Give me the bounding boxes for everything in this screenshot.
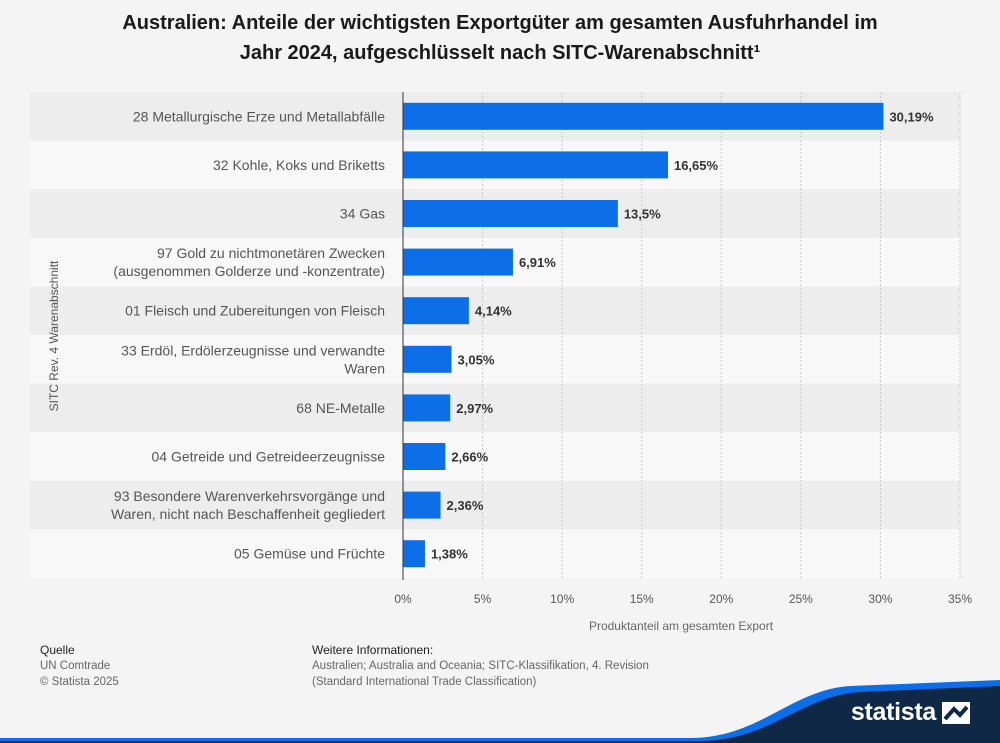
row-band [30, 286, 960, 335]
x-tick-label: 25% [789, 592, 813, 606]
category-label: Waren, nicht nach Beschaffenheit geglied… [111, 506, 385, 522]
x-tick-label: 5% [474, 592, 492, 606]
data-label: 3,05% [458, 352, 495, 367]
wave-light-stripe [0, 680, 1000, 743]
source-block: Quelle UN Comtrade © Statista 2025 [40, 642, 119, 690]
row-band [30, 335, 960, 384]
x-tick-label: 30% [868, 592, 892, 606]
category-label: 28 Metallurgische Erze und Metallabfälle [133, 108, 385, 124]
category-label: 93 Besondere Warenverkehrsvorgänge und [114, 488, 385, 504]
bar[interactable] [403, 248, 513, 276]
bar[interactable] [403, 151, 668, 179]
data-label: 4,14% [475, 304, 512, 319]
data-label: 30,19% [889, 109, 934, 124]
copyright-line: © Statista 2025 [40, 676, 119, 688]
category-label: 32 Kohle, Koks und Briketts [213, 157, 385, 173]
data-label: 2,66% [451, 450, 488, 465]
bar[interactable] [403, 491, 441, 519]
category-label: Waren [344, 360, 385, 376]
y-axis-title: SITC Rev. 4 Warenabschnitt [47, 260, 61, 411]
source-heading: Quelle [40, 643, 75, 657]
x-axis-title: Produktanteil am gesamten Export [589, 619, 774, 633]
info-line: Australien; Australia and Oceania; SITC-… [312, 660, 649, 672]
statista-logo[interactable]: statista [851, 698, 970, 727]
info-block: Weitere Informationen: Australien; Austr… [312, 642, 649, 690]
x-tick-label: 35% [948, 592, 972, 606]
x-tick-label: 20% [709, 592, 733, 606]
data-label: 6,91% [519, 255, 556, 270]
info-line: (Standard International Trade Classifica… [312, 676, 537, 688]
data-label: 1,38% [431, 547, 468, 562]
bar-chart: 30,19% 28 Metallurgische Erze und Metalla… [30, 92, 973, 633]
chart-title: Australien: Anteile der wichtigsten Expo… [0, 8, 1000, 68]
chart-title-line-2: Jahr 2024, aufgeschlüsselt nach SITC-War… [239, 42, 761, 64]
data-label: 2,36% [447, 498, 484, 513]
category-label: 33 Erdöl, Erdölerzeugnisse und verwandte [121, 342, 385, 358]
category-label: (ausgenommen Golderze und -konzentrate) [113, 263, 385, 279]
wave-dark [0, 686, 1000, 743]
bar[interactable] [403, 540, 425, 568]
data-label: 16,65% [674, 158, 719, 173]
row-band [30, 480, 960, 530]
x-tick-label: 0% [394, 592, 412, 606]
row-band [30, 529, 960, 578]
bar[interactable] [403, 102, 884, 130]
chart-title-line-1: Australien: Anteile der wichtigsten Expo… [122, 12, 878, 34]
bar[interactable] [403, 394, 451, 422]
logo-text: statista [850, 698, 936, 726]
x-tick-label: 15% [630, 592, 654, 606]
category-label: 05 Gemüse und Früchte [234, 546, 385, 562]
category-label: 68 NE-Metalle [296, 400, 385, 416]
x-tick-label: 10% [550, 592, 574, 606]
row-band [30, 383, 960, 433]
bar[interactable] [403, 297, 469, 325]
source-line: UN Comtrade [40, 660, 111, 672]
info-heading[interactable]: Weitere Informationen: [312, 643, 434, 657]
data-label: 13,5% [624, 207, 661, 222]
category-label: 01 Fleisch und Zubereitungen von Fleisch [125, 303, 385, 319]
data-label: 2,97% [456, 401, 493, 416]
category-label: 04 Getreide und Getreideerzeugnisse [152, 449, 386, 465]
category-label: 34 Gas [340, 206, 385, 222]
bar[interactable] [403, 443, 446, 470]
statista-logo-icon [942, 701, 970, 724]
bar[interactable] [403, 200, 618, 227]
row-band [30, 432, 960, 481]
category-label: 97 Gold zu nichtmonetären Zwecken [157, 245, 385, 261]
bar[interactable] [403, 345, 452, 373]
